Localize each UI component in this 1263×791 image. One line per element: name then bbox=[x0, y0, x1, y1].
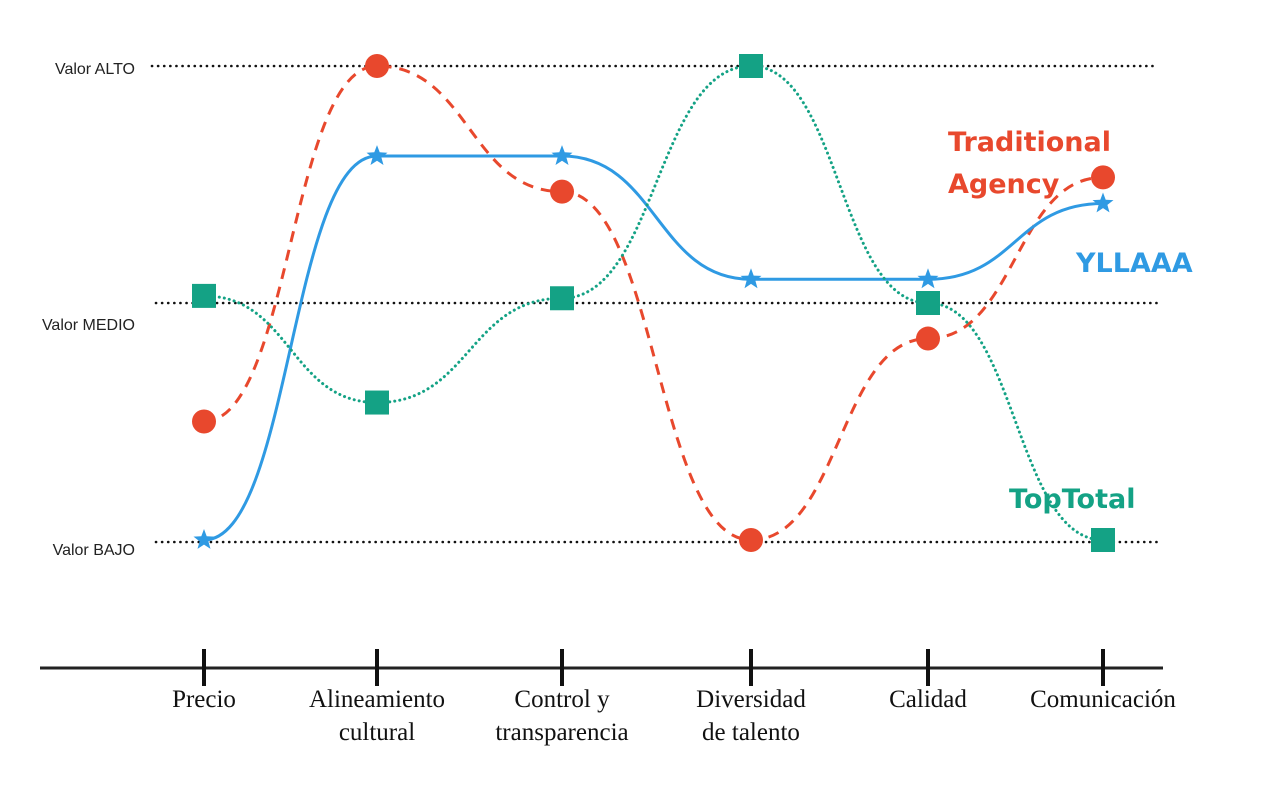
point-yllaaa-control-y-transparencia bbox=[551, 145, 573, 165]
x-tick-label-line: Control y bbox=[514, 686, 610, 713]
x-tick-label-diversidad-de-talento: Diversidad de talento bbox=[696, 686, 806, 746]
x-tick-label-line: Comunicación bbox=[1030, 686, 1176, 713]
point-toptotal-alineamiento-cultural bbox=[365, 390, 389, 415]
point-traditional-agency-comunicacion bbox=[1091, 165, 1115, 190]
series-line-yllaaa bbox=[203, 154, 1104, 542]
x-tick-label-calidad: Calidad bbox=[889, 686, 967, 713]
level-label-valor-medio: Valor MEDIO bbox=[42, 317, 135, 334]
x-tick-label-comunicacion: Comunicación bbox=[1030, 686, 1176, 713]
series-label-line: YLLAAA bbox=[1075, 248, 1193, 279]
series-label-line: Traditional bbox=[948, 127, 1111, 158]
x-tick-label-line: cultural bbox=[339, 719, 415, 746]
point-yllaaa-comunicacion bbox=[1092, 192, 1114, 213]
x-tick-label-line: Precio bbox=[172, 686, 236, 713]
series-label-line: TopTotal bbox=[1009, 484, 1135, 515]
point-traditional-agency-precio bbox=[192, 409, 216, 434]
series-label-toptotal: TopTotal bbox=[1009, 484, 1135, 515]
point-toptotal-precio bbox=[192, 283, 216, 308]
x-tick-label-control-y-transparencia: Control y transparencia bbox=[495, 686, 628, 746]
series-label-yllaaa: YLLAAA bbox=[1075, 248, 1193, 279]
point-yllaaa-calidad bbox=[917, 268, 939, 289]
x-tick-label-alineamiento-cultural: Alineamiento cultural bbox=[309, 686, 445, 746]
x-tick-label-line: transparencia bbox=[495, 719, 628, 746]
level-label-valor-bajo: Valor BAJO bbox=[53, 542, 135, 559]
x-tick-label-line: Calidad bbox=[889, 686, 967, 713]
point-yllaaa-alineamiento-cultural bbox=[366, 145, 388, 165]
point-traditional-agency-diversidad-de-talento bbox=[739, 528, 763, 552]
level-label-valor-alto: Valor ALTO bbox=[55, 61, 135, 78]
series-label-traditional-agency: Traditional Agency bbox=[948, 127, 1111, 200]
x-tick-label-line: Diversidad bbox=[696, 686, 806, 713]
series-label-line: Agency bbox=[948, 169, 1060, 200]
x-tick-label-line: de talento bbox=[702, 719, 800, 746]
point-toptotal-calidad bbox=[916, 291, 940, 315]
x-tick-label-precio: Precio bbox=[172, 686, 236, 713]
point-yllaaa-diversidad-de-talento bbox=[740, 268, 762, 289]
point-toptotal-diversidad-de-talento bbox=[739, 54, 763, 78]
x-tick-label-line: Alineamiento bbox=[309, 686, 445, 713]
point-traditional-agency-control-y-transparencia bbox=[550, 179, 574, 204]
point-traditional-agency-calidad bbox=[916, 326, 940, 351]
point-toptotal-comunicacion bbox=[1091, 528, 1115, 552]
series-line-traditional-agency bbox=[203, 64, 1104, 542]
series-line-toptotal bbox=[202, 64, 1105, 542]
point-toptotal-control-y-transparencia bbox=[550, 286, 574, 311]
point-traditional-agency-alineamiento-cultural bbox=[365, 54, 389, 78]
point-yllaaa-precio bbox=[193, 529, 215, 549]
